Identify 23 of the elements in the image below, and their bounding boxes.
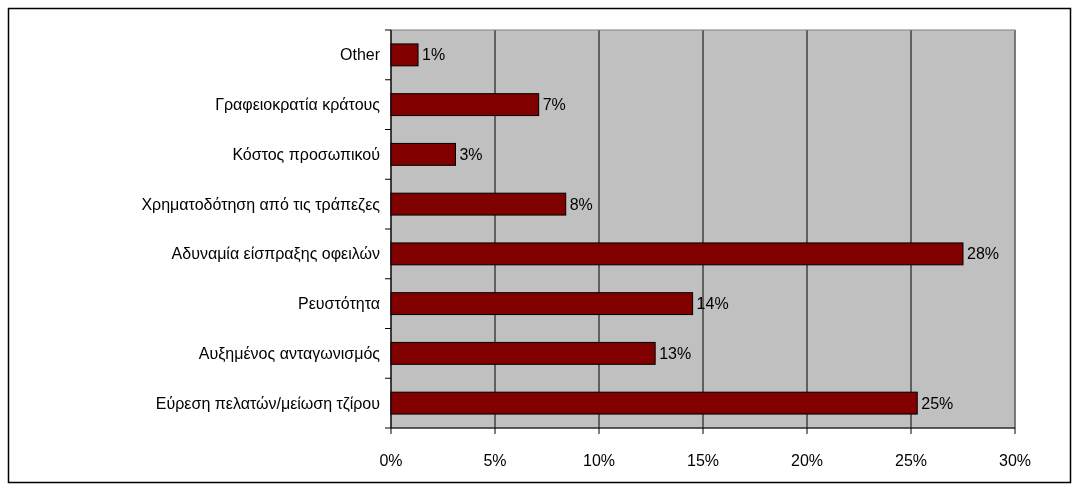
y-tick-label: Εύρεση πελατών/μείωση τζίρου — [155, 394, 380, 413]
y-tick-label: Χρηματοδότηση από τις τράπεζες — [141, 195, 381, 214]
y-tick-label: Γραφειοκρατία κράτους — [215, 96, 381, 114]
data-label: 13% — [659, 344, 692, 362]
y-tick-label: Αυξημένος ανταγωνισμός — [198, 344, 381, 363]
data-label: 3% — [459, 145, 483, 163]
x-tick-label: 30% — [998, 452, 1032, 469]
data-label: 28% — [967, 245, 1000, 263]
x-tick-label: 5% — [483, 452, 507, 469]
y-tick-label: Κόστος προσωπικού — [232, 145, 380, 163]
x-tick-label: 15% — [686, 452, 720, 469]
y-tick-label: Ρευστότητα — [298, 295, 380, 313]
x-tick-label: 20% — [790, 452, 824, 469]
data-label: 7% — [542, 96, 566, 114]
y-tick-label: Αδυναμία είσπραξης οφειλών — [171, 245, 380, 264]
x-tick-label: 10% — [582, 452, 616, 469]
y-tick-label: Other — [339, 46, 381, 64]
data-label: 1% — [422, 46, 446, 64]
data-label: 8% — [569, 195, 593, 213]
data-label: 25% — [921, 394, 954, 412]
x-tick-label: 25% — [894, 452, 928, 469]
x-tick-label: 0% — [379, 452, 403, 469]
data-label: 14% — [696, 295, 729, 313]
